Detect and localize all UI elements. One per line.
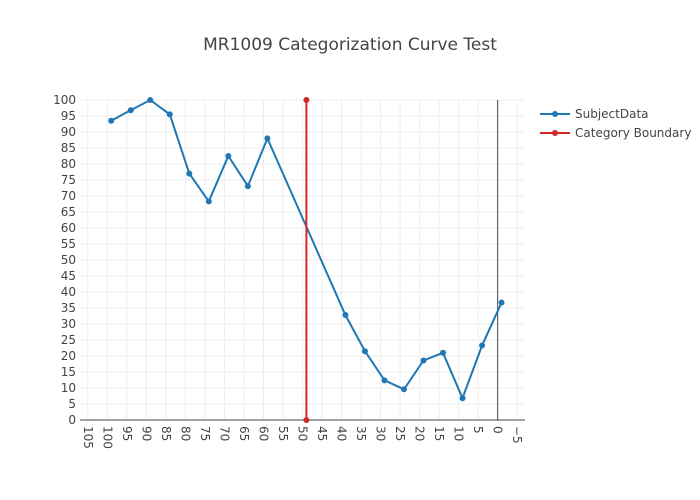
y-tick-label: 5: [68, 397, 76, 411]
x-tick-label: 35: [354, 426, 368, 441]
data-point[interactable]: [147, 97, 154, 103]
data-point[interactable]: [264, 135, 271, 142]
y-tick-label: 35: [61, 301, 76, 315]
x-tick-label: 95: [120, 426, 134, 441]
y-tick-label: 20: [61, 349, 76, 363]
data-point[interactable]: [186, 170, 193, 177]
data-point[interactable]: [498, 299, 505, 306]
x-tick-label: 65: [237, 426, 251, 441]
data-point[interactable]: [244, 183, 251, 190]
y-tick-label: 0: [68, 413, 76, 427]
data-point[interactable]: [108, 117, 115, 124]
data-point[interactable]: [225, 153, 232, 159]
y-tick-label: 25: [61, 333, 76, 347]
y-tick-label: 55: [61, 237, 76, 251]
y-tick-label: 95: [61, 109, 76, 123]
legend-swatch-marker: [552, 111, 558, 117]
chart-title: MR1009 Categorization Curve Test: [203, 35, 497, 55]
legend[interactable]: SubjectData Category Boundary: [540, 107, 691, 140]
data-point[interactable]: [205, 198, 212, 205]
y-tick-label: 75: [61, 173, 76, 187]
data-point[interactable]: [127, 107, 134, 114]
data-point[interactable]: [303, 97, 310, 103]
y-tick-label: 80: [61, 157, 76, 171]
data-point[interactable]: [400, 386, 407, 393]
x-tick-label: 75: [198, 426, 212, 441]
series-layer: [108, 97, 505, 423]
x-tick-label: −5: [510, 426, 524, 444]
y-tick-label: 100: [53, 93, 76, 107]
axes: 0510152025303540455055606570758085909510…: [53, 93, 525, 449]
data-point[interactable]: [459, 395, 466, 402]
data-point[interactable]: [342, 312, 349, 319]
legend-item-2[interactable]: Category Boundary: [540, 126, 691, 140]
x-tick-label: 90: [139, 426, 153, 441]
x-tick-label: 55: [276, 426, 290, 441]
x-tick-label: 45: [315, 426, 329, 441]
data-point[interactable]: [303, 417, 310, 423]
legend-swatch-marker: [552, 130, 558, 136]
x-tick-label: 15: [432, 426, 446, 441]
data-point[interactable]: [440, 349, 447, 356]
grid: [80, 99, 525, 420]
y-tick-label: 10: [61, 381, 76, 395]
y-tick-label: 40: [61, 285, 76, 299]
y-tick-label: 70: [61, 189, 76, 203]
x-tick-label: 70: [217, 426, 231, 441]
x-tick-label: 5: [471, 426, 485, 434]
y-tick-label: 90: [61, 125, 76, 139]
x-tick-label: 10: [452, 426, 466, 441]
data-point[interactable]: [361, 348, 368, 355]
data-point[interactable]: [381, 377, 388, 384]
y-tick-label: 30: [61, 317, 76, 331]
data-point[interactable]: [479, 342, 486, 349]
legend-label: SubjectData: [575, 107, 649, 121]
y-tick-label: 15: [61, 365, 76, 379]
x-tick-label: 40: [335, 426, 349, 441]
x-tick-label: 0: [491, 426, 505, 434]
x-tick-label: 30: [374, 426, 388, 441]
data-point[interactable]: [166, 111, 173, 118]
legend-item-1[interactable]: SubjectData: [540, 107, 649, 121]
legend-label: Category Boundary: [575, 126, 691, 140]
x-tick-label: 85: [159, 426, 173, 441]
x-tick-label: 100: [100, 426, 114, 449]
y-tick-label: 60: [61, 221, 76, 235]
data-point[interactable]: [420, 357, 427, 364]
x-tick-label: 60: [256, 426, 270, 441]
y-tick-label: 45: [61, 269, 76, 283]
x-tick-label: 20: [413, 426, 427, 441]
x-tick-label: 80: [178, 426, 192, 441]
x-tick-label: 50: [296, 426, 310, 441]
x-tick-label: 105: [81, 426, 95, 449]
y-tick-label: 65: [61, 205, 76, 219]
y-tick-label: 50: [61, 253, 76, 267]
x-tick-label: 25: [393, 426, 407, 441]
y-tick-label: 85: [61, 141, 76, 155]
